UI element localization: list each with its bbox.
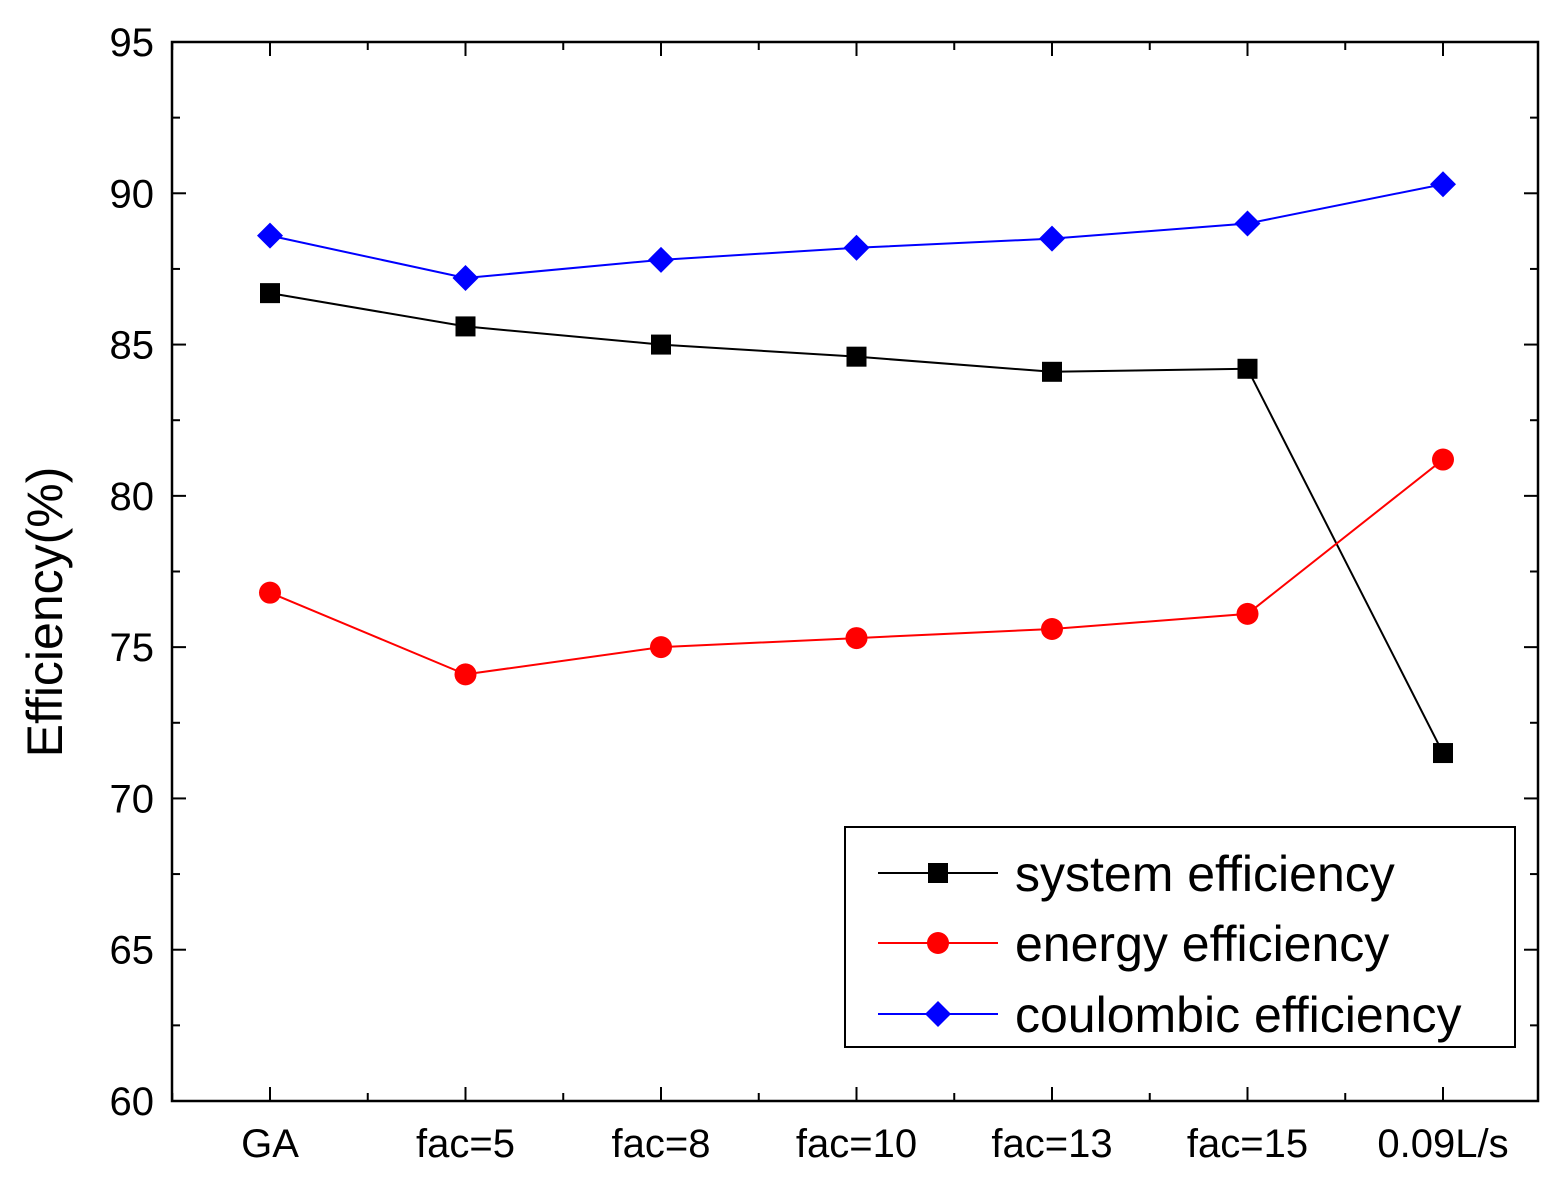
x-tick-label: fac=15 bbox=[1187, 1122, 1308, 1166]
y-tick-label: 75 bbox=[110, 626, 155, 670]
energy-efficiency-point bbox=[259, 581, 281, 604]
y-tick-labels: 60 65 70 75 80 85 90 95 bbox=[110, 21, 155, 1124]
system-efficiency-point bbox=[846, 346, 867, 367]
system-efficiency-point bbox=[1237, 358, 1258, 379]
legend-marker-energy bbox=[927, 932, 949, 954]
y-tick-label: 85 bbox=[110, 324, 155, 368]
system-efficiency-point bbox=[1433, 743, 1453, 764]
coulombic-efficiency-line bbox=[269, 183, 1444, 280]
y-tick-label: 65 bbox=[110, 929, 155, 973]
x-tick-label: fac=8 bbox=[612, 1122, 711, 1166]
x-tick-label: fac=10 bbox=[796, 1122, 917, 1166]
coulombic-efficiency-point bbox=[648, 246, 674, 273]
legend-label-coulombic: coulombic efficiency bbox=[1015, 987, 1462, 1043]
system-efficiency-point bbox=[455, 316, 476, 337]
y-tick-label: 70 bbox=[110, 777, 155, 821]
coulombic-efficiency-point bbox=[1039, 225, 1065, 252]
legend-label-system: system efficiency bbox=[1015, 846, 1395, 902]
system-efficiency-point bbox=[1042, 361, 1062, 382]
coulombic-efficiency-point bbox=[1234, 210, 1261, 237]
x-tick-label: GA bbox=[241, 1122, 299, 1166]
energy-efficiency-point bbox=[650, 636, 672, 659]
y-axis-title: Efficiency(%) bbox=[17, 467, 73, 758]
coulombic-efficiency-point bbox=[1430, 171, 1456, 198]
energy-efficiency-point bbox=[1236, 602, 1259, 625]
y-tick-label: 90 bbox=[110, 172, 155, 216]
x-tick-label: fac=5 bbox=[416, 1122, 515, 1166]
legend-box bbox=[844, 826, 1516, 1048]
legend-marker-coulombic bbox=[925, 1001, 951, 1027]
coulombic-efficiency-point bbox=[257, 222, 283, 249]
legend: system efficiency energy efficiency coulom… bbox=[844, 826, 1516, 1048]
energy-efficiency-point bbox=[454, 663, 477, 686]
y-tick-label: 60 bbox=[110, 1080, 155, 1124]
y-tick-label: 95 bbox=[110, 21, 155, 65]
y-tick-label: 80 bbox=[110, 475, 155, 519]
legend-label-energy: energy efficiency bbox=[1015, 916, 1389, 972]
x-tick-labels: GA fac=5 fac=8 fac=10 fac=13 fac=15 0.09L/s bbox=[241, 1122, 1509, 1166]
tick-marks bbox=[171, 41, 1538, 1102]
series-lines bbox=[269, 183, 1444, 754]
energy-efficiency-point bbox=[1041, 617, 1063, 640]
series-markers bbox=[257, 171, 1456, 764]
coulombic-efficiency-point bbox=[452, 265, 479, 292]
x-tick-label: 0.09L/s bbox=[1377, 1122, 1508, 1166]
coulombic-efficiency-point bbox=[843, 234, 870, 261]
system-efficiency-point bbox=[651, 334, 671, 355]
legend-marker-system bbox=[928, 863, 948, 883]
energy-efficiency-point bbox=[845, 627, 868, 650]
x-tick-label: fac=13 bbox=[991, 1122, 1112, 1166]
system-efficiency-point bbox=[260, 283, 280, 304]
energy-efficiency-point bbox=[1432, 448, 1454, 471]
